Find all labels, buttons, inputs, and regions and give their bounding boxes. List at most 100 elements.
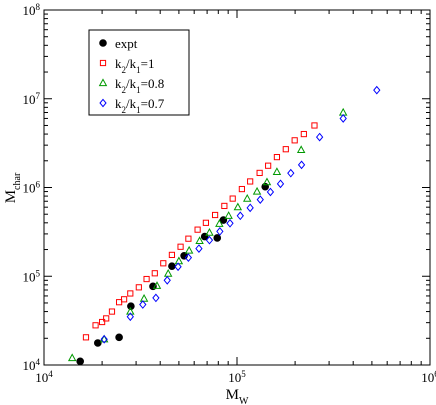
data-point-series-2 — [152, 281, 162, 289]
data-point-series-1 — [256, 169, 263, 177]
data-point-series-2 — [163, 269, 173, 277]
y-axis-label-main: M — [3, 190, 19, 203]
data-point-series-1 — [135, 284, 142, 291]
data-point-series-1 — [168, 251, 176, 259]
legend-label-subscript: 1 — [136, 85, 141, 95]
data-point-series-1 — [98, 318, 106, 326]
data-point-series-0 — [93, 339, 102, 347]
legend-label-subscript: 1 — [136, 105, 141, 115]
legend-label-part: k — [115, 56, 122, 71]
legend-label-part: k — [115, 96, 122, 111]
y-tick-label: 107 — [23, 91, 41, 107]
legend-label-part: /k — [126, 76, 137, 91]
y-tick-label-exponent: 7 — [36, 91, 41, 101]
data-point-series-3 — [236, 211, 244, 221]
y-tick-label-base: 10 — [23, 3, 36, 18]
data-point-series-1 — [300, 130, 307, 138]
x-tick-label-base: 10 — [35, 370, 48, 385]
y-tick-label-base: 10 — [23, 358, 36, 373]
data-point-series-3 — [152, 293, 160, 303]
data-point-series-1 — [127, 290, 134, 297]
data-point-series-1 — [265, 162, 272, 169]
x-axis-label-main: M — [226, 387, 239, 403]
data-points — [67, 85, 381, 366]
data-point-series-2 — [139, 293, 149, 302]
data-point-series-3 — [184, 253, 193, 263]
data-point-series-3 — [126, 312, 134, 322]
data-point-series-1 — [185, 235, 192, 242]
data-point-series-3 — [195, 244, 203, 253]
data-point-series-2 — [126, 306, 135, 315]
y-tick-label-exponent: 8 — [36, 2, 41, 12]
data-point-series-1 — [282, 146, 289, 153]
tick-labels: 104105106104105106107108 — [23, 2, 436, 385]
y-tick-label-exponent: 4 — [36, 357, 41, 367]
legend-label-subscript: 2 — [122, 105, 127, 115]
data-point-series-2 — [296, 145, 306, 154]
legend-label-3: k2/k1=0.7 — [115, 96, 165, 115]
legend-marker-2 — [98, 78, 108, 87]
data-point-series-3 — [163, 275, 171, 285]
y-tick-label-exponent: 5 — [36, 268, 41, 278]
data-point-series-3 — [266, 187, 275, 197]
y-axis-label-sub: char — [12, 172, 23, 190]
data-point-series-2 — [195, 236, 204, 245]
data-point-series-2 — [262, 177, 272, 186]
data-point-series-3 — [315, 132, 324, 142]
data-point-series-1 — [108, 308, 116, 315]
x-tick-label: 104 — [35, 369, 53, 385]
legend-label-subscript: 2 — [122, 85, 127, 95]
data-point-series-2 — [242, 193, 252, 202]
data-point-series-2 — [67, 353, 77, 362]
data-point-series-1 — [229, 195, 236, 202]
legend-label-part: expt — [115, 36, 138, 51]
axis-ticks — [43, 9, 431, 366]
data-point-series-3 — [339, 114, 347, 123]
y-tick-label: 108 — [23, 2, 41, 18]
x-tick-label-base: 10 — [228, 370, 241, 385]
data-point-series-2 — [174, 256, 184, 265]
data-point-series-2 — [233, 202, 243, 211]
data-point-series-3 — [256, 195, 264, 205]
x-tick-label: 105 — [228, 369, 246, 385]
data-point-series-2 — [184, 245, 194, 254]
data-point-series-3 — [297, 160, 306, 170]
legend-label-part: /k — [126, 56, 137, 71]
data-point-series-2 — [99, 334, 109, 343]
legend-marker-3 — [99, 98, 107, 108]
data-point-series-2 — [224, 211, 233, 219]
data-point-series-0 — [115, 333, 123, 342]
data-point-series-3 — [246, 203, 254, 213]
x-tick-label: 106 — [421, 369, 436, 385]
data-point-series-1 — [194, 226, 201, 233]
x-tick-label-exponent: 6 — [434, 369, 436, 379]
data-point-series-0 — [76, 357, 84, 366]
data-point-series-2 — [215, 219, 224, 227]
legend-label-1: k2/k1=1 — [115, 56, 154, 75]
y-tick-label-base: 10 — [23, 269, 36, 284]
x-tick-label-exponent: 5 — [241, 369, 246, 379]
legend-label-part: =0.8 — [141, 76, 165, 91]
data-point-series-1 — [238, 185, 245, 193]
data-point-series-3 — [373, 85, 381, 95]
data-point-series-1 — [92, 322, 99, 329]
data-point-series-3 — [226, 218, 234, 228]
legend-label-2: k2/k1=0.8 — [115, 76, 164, 95]
legend-label-part: k — [115, 76, 122, 91]
data-point-series-2 — [252, 186, 262, 195]
data-point-series-1 — [221, 202, 228, 210]
x-axis-label-sub: W — [239, 396, 249, 405]
data-point-series-3 — [139, 300, 147, 309]
legend-label-0: expt — [115, 36, 138, 51]
legend-marker-0 — [99, 39, 107, 47]
data-point-series-1 — [116, 299, 123, 306]
data-point-series-1 — [202, 219, 209, 226]
x-tick-label-base: 10 — [421, 370, 434, 385]
data-point-series-3 — [287, 168, 295, 178]
data-point-series-1 — [82, 334, 90, 341]
data-point-series-3 — [174, 262, 182, 272]
legend-label-subscript: 2 — [122, 65, 127, 75]
data-point-series-3 — [100, 334, 108, 344]
data-point-series-3 — [276, 179, 285, 189]
y-tick-label-exponent: 6 — [36, 180, 41, 190]
